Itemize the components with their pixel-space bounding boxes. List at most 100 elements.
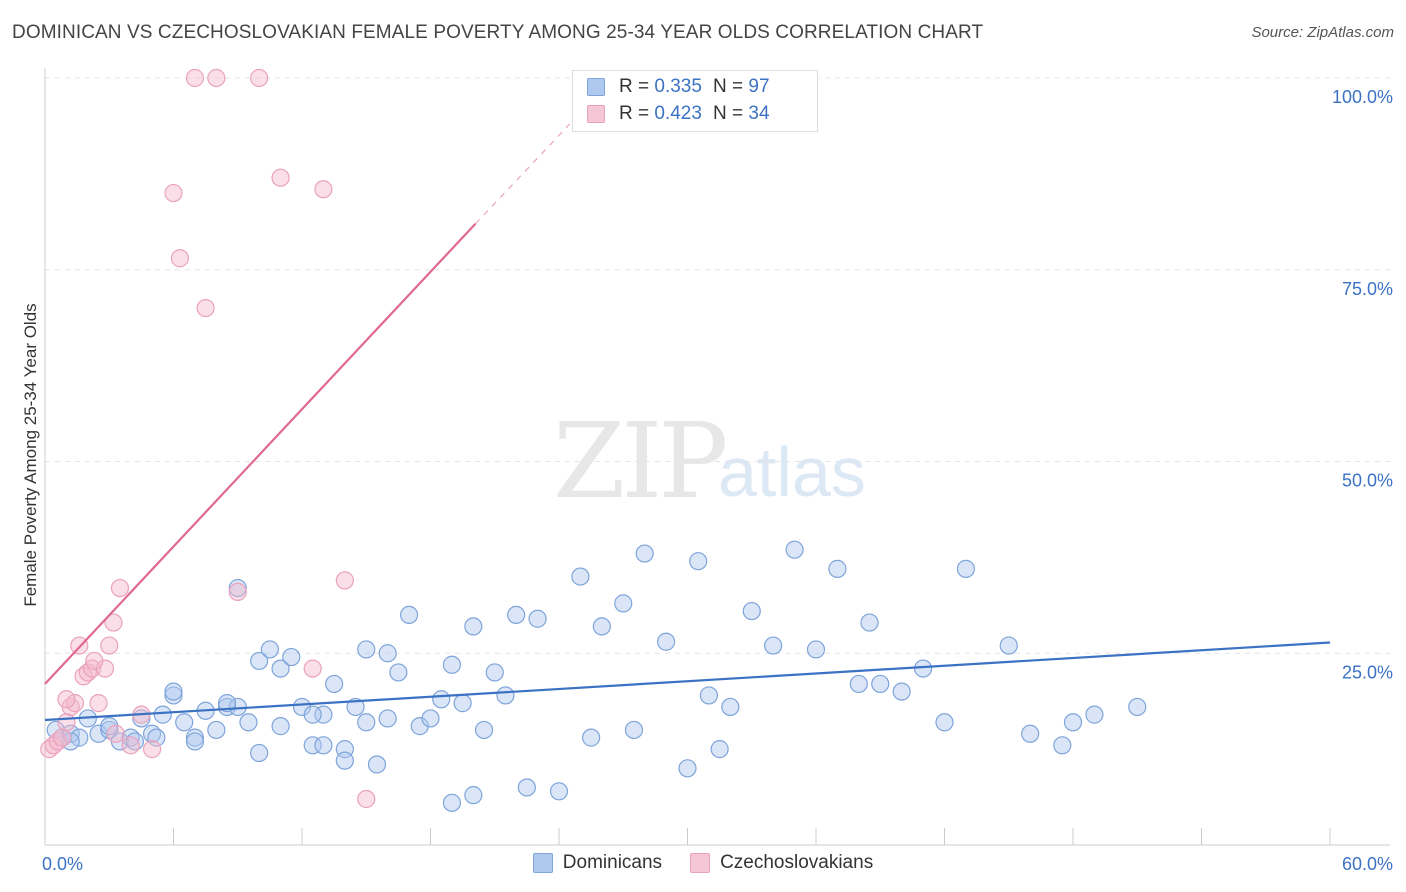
point-dominican [892,682,911,701]
point-dominican [164,686,183,705]
point-dominican [999,636,1018,655]
y-axis-title: Female Poverty Among 25-34 Year Olds [21,303,40,606]
legend-swatch-pink [690,853,711,873]
tick-labels: 25.0% 50.0% 75.0% 100.0% 0.0% 60.0% Female Pov… [21,87,1393,874]
point-dominican [185,732,205,751]
point-czechoslovakian [196,299,215,318]
point-dominican [239,713,258,732]
point-czechoslovakian [207,68,226,88]
legend-swatch-blue [587,78,605,96]
point-dominican [721,697,740,717]
legend-item-czechoslovakians[interactable]: Czechoslovakians [690,852,873,874]
legend-label-czechoslovakians: Czechoslovakians [720,852,874,873]
legend-swatch-pink [587,105,605,123]
point-dominican [61,732,80,751]
point-czechoslovakian [357,789,376,809]
legend-n-value: 97 [748,76,770,97]
trend-lines [44,123,1331,722]
point-dominican [260,640,279,659]
point-dominican [592,617,611,636]
point-dominican [689,552,708,571]
point-dominican [1053,736,1072,755]
point-dominican [860,613,879,632]
point-czechoslovakian [314,180,333,199]
x-tick-label: 60.0% [1342,854,1393,874]
point-czechoslovakian [89,694,108,713]
point-dominican [217,694,237,713]
point-dominican [175,713,194,732]
point-dominican [314,705,333,724]
point-czechoslovakian [164,183,183,203]
point-dominican [913,659,933,678]
legend-n-label: N = [713,76,744,97]
point-dominican [464,617,483,636]
point-dominican [282,647,301,667]
point-dominican [764,636,783,655]
point-dominican [314,736,333,755]
point-dominican [635,544,654,563]
point-dominican [271,717,290,736]
legend-row-dominicans: R = 0.335 N = 97 [587,75,770,99]
point-dominican [378,644,397,663]
point-dominican [421,709,440,728]
point-dominican [549,782,569,801]
point-dominican [185,728,205,747]
legend-item-dominicans[interactable]: Dominicans [532,852,663,874]
point-dominican [164,682,183,701]
point-czechoslovakian [100,636,119,655]
point-dominican [935,713,954,732]
trend-line-czechoslovakians [44,222,477,685]
point-dominican [806,640,826,659]
point-czechoslovakian [271,168,290,187]
point-dominican [217,697,237,717]
point-dominican [378,709,397,728]
point-czechoslovakian [57,713,76,732]
point-dominican [399,605,419,625]
legend-r-label: R = [619,103,650,124]
legend-r-value: 0.335 [654,76,702,97]
point-dominican [582,728,601,747]
point-dominican [367,755,387,774]
point-dominican [147,728,166,747]
point-dominican [303,705,322,724]
point-dominican [571,567,590,586]
point-dominican [1021,724,1040,743]
point-czechoslovakian [85,651,104,671]
point-dominican [442,655,462,674]
point-dominican [250,743,269,763]
point-dominican [956,559,976,578]
point-dominican [517,778,536,797]
data-points [40,68,1147,812]
point-dominican [228,578,247,598]
point-dominican [849,674,868,694]
point-dominican [271,659,290,678]
grid-lines [45,77,1390,654]
chart-title: DOMINICAN VS CZECHOSLOVAKIAN FEMALE POVE… [12,22,984,43]
point-czechoslovakian [104,613,123,632]
point-czechoslovakian [303,659,322,678]
point-czechoslovakian [185,68,205,88]
legend-n-value: 34 [748,103,770,124]
legend-swatch-blue [532,853,553,873]
point-dominican [303,736,322,755]
y-tick-label: 50.0% [1342,471,1393,491]
point-dominican [742,601,761,621]
legend-r-value: 0.423 [654,103,702,124]
point-czechoslovakian [335,571,354,590]
trend-line-czechoslovakians-extension [475,123,571,225]
point-dominican [485,663,504,682]
legend-label-dominicans: Dominicans [562,852,663,873]
point-dominican [496,686,515,705]
point-dominican [389,663,408,682]
source-label: Source: ZipAtlas.com [1251,24,1394,41]
point-dominican [624,720,644,740]
x-tick-label: 0.0% [42,854,83,874]
point-dominican [828,559,847,578]
point-czechoslovakian [250,68,269,88]
point-dominican [656,632,676,651]
point-dominican [453,694,472,713]
point-dominican [1128,697,1147,717]
point-czechoslovakian [106,724,125,743]
point-dominican [785,540,804,559]
